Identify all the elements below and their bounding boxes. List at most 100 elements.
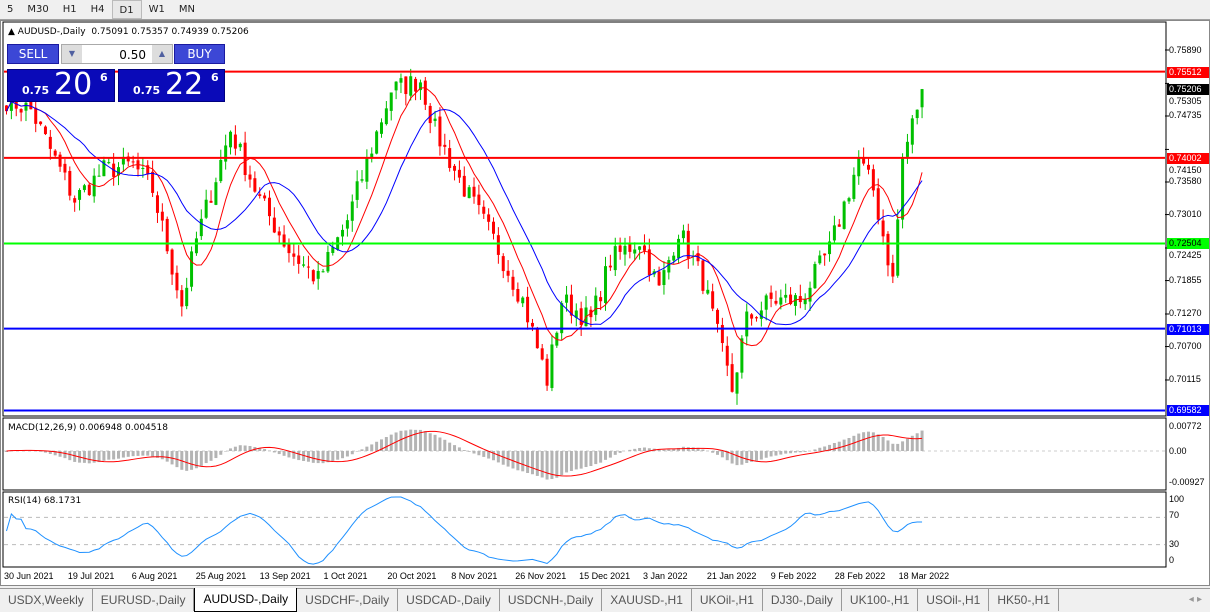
macd-histogram-bar bbox=[526, 451, 530, 473]
macd-histogram-bar bbox=[190, 451, 194, 470]
lot-increase-icon[interactable]: ▲ bbox=[152, 45, 172, 63]
chart-tab[interactable]: USDX,Weekly bbox=[0, 589, 93, 611]
candle-body bbox=[316, 270, 320, 279]
candle-body bbox=[701, 260, 705, 291]
macd-histogram-bar bbox=[896, 443, 900, 451]
macd-histogram-bar bbox=[370, 444, 374, 451]
chart-tab[interactable]: USDCHF-,Daily bbox=[297, 589, 399, 611]
lot-size-value[interactable]: 0.50 bbox=[119, 48, 146, 62]
chart-tab[interactable]: USOil-,H1 bbox=[918, 589, 990, 611]
price-axis-label: 0.74735 bbox=[1169, 110, 1202, 121]
candle-body bbox=[881, 220, 885, 237]
macd-histogram-bar bbox=[604, 451, 608, 460]
macd-histogram-bar bbox=[496, 451, 500, 463]
tab-scroll-arrows-icon[interactable]: ◂ ▸ bbox=[1188, 594, 1202, 605]
candle-body bbox=[604, 266, 608, 304]
macd-histogram-bar bbox=[204, 451, 208, 464]
candle-body bbox=[638, 246, 642, 250]
main-panel-frame bbox=[2, 21, 1167, 417]
buy-button[interactable]: BUY bbox=[174, 44, 225, 64]
macd-histogram-bar bbox=[311, 451, 315, 463]
candle-body bbox=[808, 287, 812, 302]
macd-histogram-bar bbox=[686, 447, 690, 451]
tf-m30[interactable]: M30 bbox=[27, 4, 49, 15]
sell-price-fraction: 6 bbox=[100, 71, 108, 84]
timeframe-toolbar: 5 M30 H1 H4 D1 W1 MN bbox=[0, 0, 1210, 20]
tf-d1[interactable]: D1 bbox=[111, 0, 142, 19]
candle-body bbox=[477, 194, 481, 206]
price-axis-label: 0.73010 bbox=[1169, 209, 1202, 220]
macd-histogram-bar bbox=[920, 430, 924, 451]
macd-histogram-bar bbox=[146, 451, 150, 456]
macd-histogram-bar bbox=[711, 451, 715, 453]
tf-h4[interactable]: H4 bbox=[90, 4, 105, 15]
macd-histogram-bar bbox=[121, 451, 125, 458]
candle-body bbox=[901, 158, 905, 220]
macd-histogram-bar bbox=[467, 451, 471, 452]
buy-price[interactable]: 0.75 22 6 bbox=[118, 67, 225, 102]
buy-price-fraction: 6 bbox=[211, 71, 219, 84]
candle-body bbox=[404, 76, 408, 95]
candle-body bbox=[613, 246, 617, 271]
macd-histogram-bar bbox=[574, 451, 578, 470]
candle-body bbox=[375, 131, 379, 154]
macd-histogram-bar bbox=[360, 449, 364, 451]
chart-tab[interactable]: XAUUSD-,H1 bbox=[602, 589, 692, 611]
lot-size-field[interactable]: ▼ 0.50 ▲ bbox=[61, 44, 173, 64]
macd-title: MACD(12,26,9) 0.006948 0.004518 bbox=[8, 423, 168, 433]
lot-decrease-icon[interactable]: ▼ bbox=[62, 45, 82, 63]
chart-tab[interactable]: USDCAD-,Daily bbox=[398, 589, 500, 611]
level-price-tag: 0.74002 bbox=[1167, 152, 1209, 164]
macd-histogram-bar bbox=[638, 447, 642, 451]
tf-m5[interactable]: 5 bbox=[7, 4, 14, 15]
macd-histogram-bar bbox=[263, 448, 267, 451]
macd-histogram-bar bbox=[857, 433, 861, 451]
chart-tab[interactable]: USDCNH-,Daily bbox=[500, 589, 603, 611]
macd-histogram-bar bbox=[901, 441, 905, 451]
sell-button[interactable]: SELL bbox=[7, 44, 59, 64]
macd-histogram-bar bbox=[448, 442, 452, 451]
candle-body bbox=[331, 247, 335, 253]
macd-histogram-bar bbox=[915, 433, 919, 451]
candle-body bbox=[457, 169, 461, 178]
sell-price[interactable]: 0.75 20 6 bbox=[7, 67, 115, 102]
chart-tab[interactable]: AUDUSD-,Daily bbox=[194, 588, 298, 612]
candle-body bbox=[5, 105, 8, 112]
chart-tab[interactable]: UKOil-,H1 bbox=[692, 589, 763, 611]
chart-tab[interactable]: EURUSD-,Daily bbox=[93, 589, 195, 611]
chart-tab[interactable]: DJ30-,Daily bbox=[763, 589, 842, 611]
macd-histogram-bar bbox=[881, 436, 885, 451]
tf-mn[interactable]: MN bbox=[178, 4, 195, 15]
candle-body bbox=[248, 174, 252, 180]
tf-w1[interactable]: W1 bbox=[148, 4, 165, 15]
macd-histogram-bar bbox=[905, 438, 909, 451]
candle-body bbox=[272, 217, 276, 233]
rsi-panel-frame bbox=[2, 491, 1167, 568]
candle-body bbox=[560, 303, 564, 334]
macd-histogram-bar bbox=[233, 446, 237, 451]
macd-histogram-bar bbox=[302, 451, 306, 461]
candle-body bbox=[599, 297, 603, 302]
macd-panel-frame bbox=[2, 417, 1167, 491]
macd-histogram-bar bbox=[414, 429, 418, 451]
candle-body bbox=[326, 251, 330, 272]
rsi-axis-0: 0 bbox=[1169, 555, 1175, 565]
tf-h1[interactable]: H1 bbox=[62, 4, 77, 15]
macd-histogram-bar bbox=[160, 451, 164, 460]
candle-body bbox=[779, 297, 783, 305]
candle-body bbox=[487, 214, 491, 222]
macd-axis-zero: 0.00 bbox=[1169, 446, 1187, 456]
candle-body bbox=[199, 218, 203, 237]
chart-tab[interactable]: HK50-,H1 bbox=[989, 589, 1059, 611]
candle-body bbox=[321, 271, 325, 273]
macd-histogram-bar bbox=[798, 451, 802, 453]
macd-histogram-bar bbox=[550, 451, 554, 480]
macd-histogram-bar bbox=[53, 451, 57, 456]
candle-body bbox=[204, 199, 208, 218]
macd-histogram-bar bbox=[92, 451, 96, 463]
candle-body bbox=[608, 265, 612, 268]
time-axis-label: 28 Feb 2022 bbox=[834, 571, 886, 581]
candle-body bbox=[48, 136, 52, 149]
chart-tab[interactable]: UK100-,H1 bbox=[842, 589, 919, 611]
candle-body bbox=[92, 175, 96, 197]
